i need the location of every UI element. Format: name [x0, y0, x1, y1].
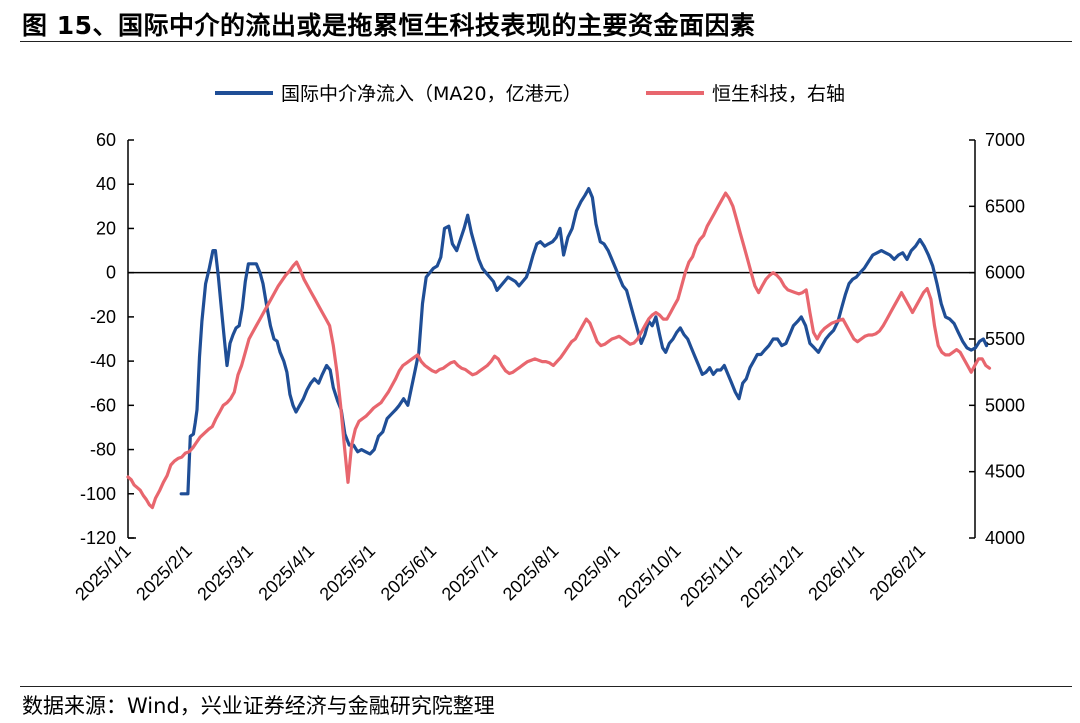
- x-axis-tick-label: 2025/1/1: [71, 541, 135, 605]
- left-axis-tick-label: 40: [96, 174, 116, 194]
- source-note: 数据来源：Wind，兴业证券经济与金融研究院整理: [22, 694, 495, 718]
- right-axis-tick-label: 4500: [985, 462, 1025, 482]
- series-line-hstech: [126, 191, 992, 510]
- series-line-flow: [179, 187, 989, 496]
- left-axis-tick-label: -80: [90, 440, 116, 460]
- x-axis-tick-label: 2026/1/1: [804, 541, 868, 605]
- title-divider: [20, 41, 1072, 42]
- left-axis-tick-label: 60: [96, 130, 116, 150]
- x-axis-tick-label: 2025/2/1: [132, 541, 196, 605]
- left-axis-tick-label: -60: [90, 395, 116, 415]
- x-axis-tick-label: 2025/9/1: [560, 541, 624, 605]
- left-axis-tick-label: 0: [106, 263, 116, 283]
- legend-label-hstech: 恒生科技，右轴: [712, 83, 845, 105]
- left-axis-tick-label: -100: [80, 484, 116, 504]
- left-axis-tick-label: -40: [90, 351, 116, 371]
- x-axis-tick-label: 2025/4/1: [254, 541, 318, 605]
- right-axis-tick-label: 7000: [985, 130, 1025, 150]
- left-axis-tick-label: 20: [96, 218, 116, 238]
- x-axis-tick-label: 2025/12/1: [736, 541, 807, 612]
- x-axis-tick-label: 2026/2/1: [865, 541, 929, 605]
- x-axis-tick-label: 2025/6/1: [377, 541, 441, 605]
- x-axis-tick-label: 2025/11/1: [676, 541, 746, 611]
- figure-title: 图 15、国际中介的流出或是拖累恒生科技表现的主要资金面因素: [22, 11, 756, 40]
- left-axis-tick-label: -120: [80, 528, 116, 548]
- x-axis-tick-label: 2025/7/1: [438, 541, 502, 605]
- legend-label-flow: 国际中介净流入（MA20，亿港元）: [281, 83, 582, 105]
- right-axis-tick-label: 5500: [985, 329, 1025, 349]
- x-axis-tick-label: 2025/8/1: [499, 541, 563, 605]
- axes: 60 40 20 0 -20 -40 -60 -80 -100 -120 7000 6500 6000 5…: [71, 130, 1025, 611]
- right-axis-tick-label: 6000: [985, 263, 1025, 283]
- x-axis-tick-label: 2025/3/1: [193, 541, 257, 605]
- right-axis-tick-label: 5000: [985, 395, 1025, 415]
- right-axis-tick-label: 6500: [985, 196, 1025, 216]
- x-axis-tick-label: 2025/10/1: [614, 541, 685, 612]
- left-axis-tick-label: -20: [90, 307, 116, 327]
- source-divider: [20, 686, 1072, 687]
- x-axis-tick-label: 2025/5/1: [316, 541, 380, 605]
- series-layer: [126, 187, 992, 510]
- right-axis-tick-label: 4000: [985, 528, 1025, 548]
- legend: 国际中介净流入（MA20，亿港元） 恒生科技，右轴: [215, 83, 845, 105]
